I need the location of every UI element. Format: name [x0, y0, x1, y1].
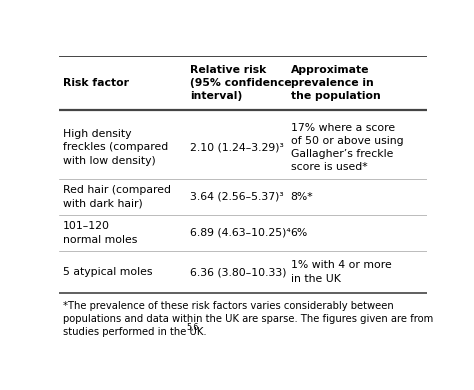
Text: Risk factor: Risk factor: [63, 78, 129, 88]
Text: 5,6: 5,6: [186, 323, 198, 332]
Text: Relative risk
(95% confidence
interval): Relative risk (95% confidence interval): [190, 65, 292, 101]
Text: 6.89 (4.63–10.25)⁴: 6.89 (4.63–10.25)⁴: [190, 228, 291, 238]
Text: 17% where a score
of 50 or above using
Gallagher’s freckle
score is used*: 17% where a score of 50 or above using G…: [291, 122, 403, 172]
Text: 6.36 (3.80–10.33): 6.36 (3.80–10.33): [190, 267, 286, 277]
Text: Approximate
prevalence in
the population: Approximate prevalence in the population: [291, 65, 381, 101]
Text: 1% with 4 or more
in the UK: 1% with 4 or more in the UK: [291, 261, 392, 284]
Text: 3.64 (2.56–5.37)³: 3.64 (2.56–5.37)³: [190, 192, 283, 202]
Text: 8%*: 8%*: [291, 192, 313, 202]
Text: Red hair (compared
with dark hair): Red hair (compared with dark hair): [63, 185, 171, 209]
Text: High density
freckles (compared
with low density): High density freckles (compared with low…: [63, 129, 168, 166]
Text: 6%: 6%: [291, 228, 308, 238]
Text: *The prevalence of these risk factors varies considerably between
populations an: *The prevalence of these risk factors va…: [63, 301, 433, 337]
Text: 5 atypical moles: 5 atypical moles: [63, 267, 153, 277]
Text: 2.10 (1.24–3.29)³: 2.10 (1.24–3.29)³: [190, 142, 283, 152]
Text: 101–120
normal moles: 101–120 normal moles: [63, 222, 137, 245]
